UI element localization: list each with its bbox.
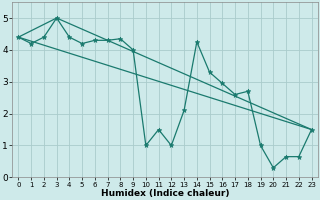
X-axis label: Humidex (Indice chaleur): Humidex (Indice chaleur) [101, 189, 229, 198]
